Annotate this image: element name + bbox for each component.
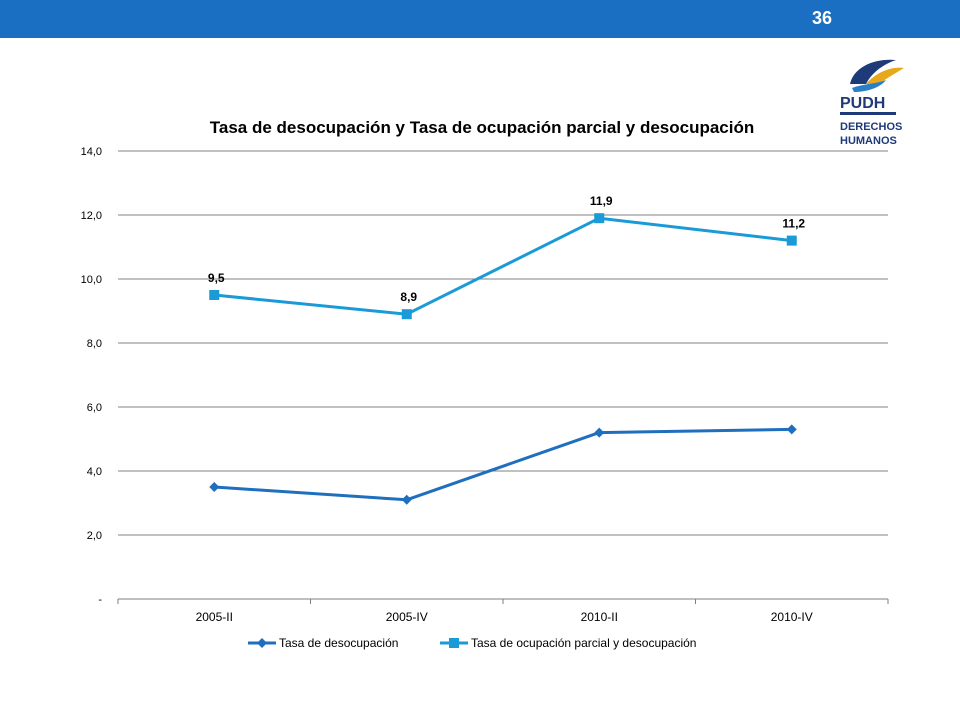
x-tick-label: 2010-II [581,610,618,624]
legend-label: Tasa de ocupación parcial y desocupación [471,636,696,650]
pudh-logo: PUDH DERECHOS HUMANOS [840,59,904,147]
x-tick-label: 2010-IV [771,610,813,624]
page-number: 36 [811,8,832,28]
legend: Tasa de desocupación Tasa de ocupación pa… [248,636,696,650]
data-point [209,482,220,492]
data-point [401,494,412,505]
logo-line-3: HUMANOS [840,135,897,147]
y-tick-label: - [98,594,102,606]
legend-entry: Tasa de ocupación parcial y desocupación [440,636,696,650]
logo-underline [840,112,896,115]
logo-line-1: PUDH [840,95,885,112]
y-tick-label: 14,0 [81,146,102,158]
x-tick-label: 2005-II [196,610,233,624]
logo-line-2: DERECHOS [840,121,902,133]
data-point [786,424,797,435]
y-tick-label: 8,0 [87,338,102,350]
bird-wing-icon [850,59,896,84]
legend-label: Tasa de desocupación [279,636,398,650]
chart-title: Tasa de desocupación y Tasa de ocupación… [210,118,755,137]
data-label: 8,9 [400,290,417,304]
series-layer: 9,5 8,9 11,9 11,2 [208,194,805,505]
y-tick-label: 4,0 [87,466,102,478]
data-label: 9,5 [208,271,225,285]
series-line [214,216,792,316]
axis-labels: - 2,0 4,0 6,0 8,0 10,0 12,0 14,0 2005-II 2005-IV 2… [81,146,813,624]
bird-wing-accent-icon [866,67,904,86]
data-point [786,235,797,246]
series-line [214,427,792,502]
bird-body-icon [852,80,886,92]
data-label: 11,9 [590,194,613,208]
y-tick-label: 10,0 [81,274,102,286]
y-tick-label: 6,0 [87,402,102,414]
series-2: 9,5 8,9 11,9 11,2 [208,194,805,320]
y-tick-label: 2,0 [87,530,102,542]
data-point [401,309,412,320]
grid-layer [117,150,889,604]
legend-marker [449,638,459,648]
series-1 [209,424,797,505]
legend-entry: Tasa de desocupación [248,636,398,650]
data-point [209,290,220,300]
x-tick-label: 2005-IV [386,610,428,624]
data-label: 11,2 [782,217,805,231]
data-point [594,213,605,224]
data-point [594,427,605,438]
top-banner: 36 [0,0,960,38]
legend-marker [257,638,267,648]
y-tick-label: 12,0 [81,210,102,222]
